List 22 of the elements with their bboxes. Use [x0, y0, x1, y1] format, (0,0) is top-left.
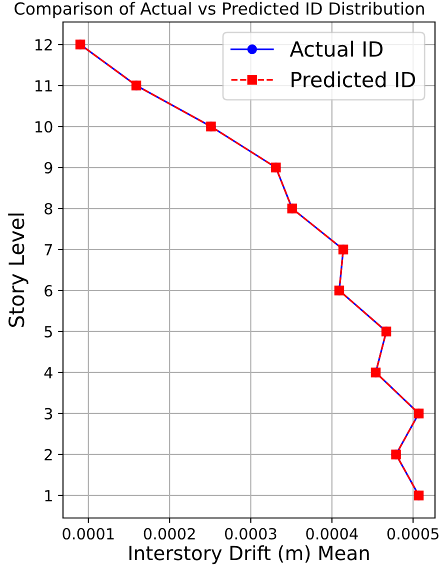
x-axis-title: Interstory Drift (m) Mean	[129, 545, 369, 564]
x-tick-label: 0.0003	[225, 528, 276, 540]
y-tick-label: 4	[44, 367, 52, 378]
y-tick-label: 8	[44, 202, 52, 215]
x-tick-label: 0.0002	[144, 528, 195, 540]
x-tick-label: 0.0001	[62, 528, 114, 540]
chart-title: Comparison of Actual vs Predicted ID Distribution	[14, 2, 424, 18]
y-tick-label: 1	[45, 490, 52, 502]
y-tick-label: 7	[44, 244, 52, 256]
y-tick-label: 6	[44, 284, 52, 297]
y-tick-label: 2	[44, 448, 52, 460]
y-tick-label: 11	[36, 80, 52, 92]
y-tick-label: 12	[36, 39, 52, 50]
y-tick-label: 9	[44, 162, 52, 174]
y-tick-label: 10	[36, 120, 52, 133]
legend-label: Actual ID	[290, 40, 382, 57]
y-tick-label: 3	[44, 408, 52, 420]
y-tick-label: 5	[44, 326, 52, 338]
x-tick-label: 0.0005	[387, 528, 438, 540]
legend-label: Predicted ID	[292, 71, 416, 88]
y-axis-title: Story Level	[8, 214, 28, 327]
x-tick-label: 0.0004	[306, 528, 358, 540]
